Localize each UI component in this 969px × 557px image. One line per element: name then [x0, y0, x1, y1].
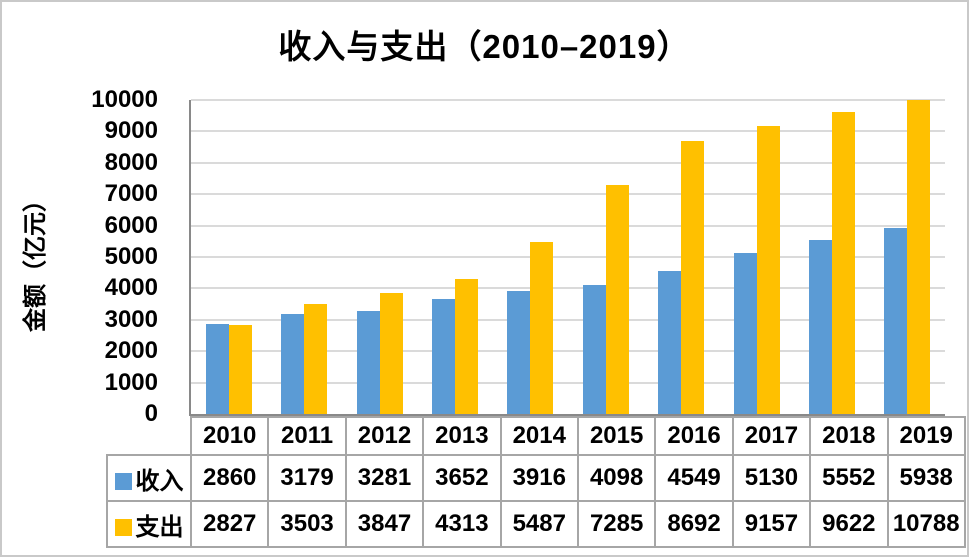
y-tick-label: 2000 [104, 337, 158, 365]
year-header-cell: 2019 [886, 416, 966, 456]
legend-cell: 收入 [106, 454, 192, 502]
gridline [191, 381, 945, 384]
year-header-cell: 2014 [499, 416, 579, 456]
value-cell-支出-2015: 7285 [576, 500, 657, 548]
y-tick-label: 5000 [104, 243, 158, 270]
bar-group-2010 [191, 100, 266, 414]
chart-title: 收入与支出（2010–2019） [278, 28, 691, 65]
gridline [191, 130, 945, 133]
legend-swatch-icon [114, 472, 132, 490]
year-header-cell: 2016 [654, 416, 734, 456]
value-cell-支出-2017: 9157 [731, 500, 812, 548]
bars-layer [191, 100, 945, 414]
bar-支出-2015 [605, 185, 629, 414]
gridline [191, 318, 945, 321]
y-tick-label: 1000 [104, 368, 158, 396]
bar-收入-2019 [884, 227, 908, 414]
data-table-body: 2010 2011 2012 2013 2014 2015 2016 2017 2018 2019… [106, 416, 966, 548]
y-tick-label: 10000 [91, 86, 158, 113]
value-cell-收入-2010: 2860 [189, 454, 270, 502]
bar-收入-2012 [356, 310, 380, 414]
table-row-收入: 收入 2860 3179 3281 3652 3916 4098 4549 5130 5552 59… [106, 454, 966, 502]
year-header-cell: 2018 [809, 416, 889, 456]
y-tick-label: 3000 [104, 305, 158, 333]
legend-series-name: 支出 [135, 513, 184, 541]
bar-group-2016 [643, 100, 718, 414]
y-tick-label: 9000 [104, 117, 158, 145]
value-cell-收入-2012: 3281 [344, 454, 425, 502]
year-header-cell: 2010 [189, 416, 270, 456]
y-tick-label: 7000 [104, 180, 158, 208]
value-cell-支出-2011: 3503 [267, 500, 347, 548]
bar-group-2014 [493, 100, 568, 414]
value-cell-支出-2010: 2827 [189, 500, 270, 548]
gridlines [191, 99, 945, 414]
bar-group-2018 [794, 100, 869, 414]
bar-支出-2010 [228, 325, 252, 414]
value-cell-收入-2017: 5130 [731, 454, 812, 502]
gridline [191, 287, 945, 290]
bar-收入-2016 [658, 271, 682, 414]
bar-支出-2019 [907, 100, 931, 414]
bar-收入-2011 [281, 314, 305, 414]
value-cell-收入-2014: 3916 [499, 454, 579, 502]
value-cell-收入-2011: 3179 [267, 454, 347, 502]
year-header-cell: 2015 [576, 416, 657, 456]
plot-area [189, 99, 945, 416]
gridline [191, 350, 945, 353]
bar-收入-2017 [733, 252, 757, 414]
gridline [191, 99, 945, 101]
bar-收入-2015 [582, 285, 606, 414]
bar-支出-2016 [681, 141, 705, 414]
value-cell-收入-2019: 5938 [886, 454, 966, 502]
value-cell-收入-2016: 4549 [654, 454, 734, 502]
bar-支出-2017 [756, 126, 780, 414]
legend-swatch-icon [114, 518, 132, 536]
y-tick-label: 4000 [104, 274, 158, 302]
bar-支出-2014 [530, 241, 554, 414]
bar-收入-2018 [808, 239, 832, 414]
bar-group-2011 [266, 100, 341, 414]
bar-收入-2010 [205, 324, 229, 414]
table-row-支出: 支出 2827 3503 3847 4313 5487 7285 8692 9157 9622 10… [106, 500, 966, 548]
bar-支出-2018 [831, 111, 855, 414]
bar-group-2019 [870, 100, 945, 414]
legend-series-name: 收入 [135, 467, 184, 495]
gridline [191, 193, 945, 196]
gridline [191, 256, 945, 258]
bar-收入-2014 [507, 291, 531, 414]
y-tick-label: 6000 [104, 211, 158, 239]
bar-支出-2012 [379, 293, 403, 414]
value-cell-支出-2019: 10788 [886, 500, 966, 548]
value-cell-收入-2013: 3652 [422, 454, 502, 502]
data-table: 2010 2011 2012 2013 2014 2015 2016 2017 2018 2019… [106, 416, 966, 548]
value-cell-支出-2013: 4313 [422, 500, 502, 548]
bar-支出-2011 [304, 304, 328, 414]
y-tick-label: 8000 [104, 148, 158, 176]
value-cell-支出-2014: 5487 [499, 500, 579, 548]
table-corner-cell [107, 417, 192, 456]
gridline [191, 161, 945, 164]
value-cell-支出-2018: 9622 [809, 500, 889, 548]
y-axis-ticks: 0 1000 2000 3000 4000 5000 6000 7000 8000 9000 100… [2, 86, 172, 427]
year-header-cell: 2013 [422, 416, 502, 456]
value-cell-收入-2015: 4098 [576, 454, 657, 502]
bar-group-2012 [342, 100, 417, 414]
year-header-cell: 2012 [344, 416, 425, 456]
bar-group-2017 [719, 100, 794, 414]
legend-cell: 支出 [106, 500, 192, 548]
year-header-cell: 2017 [731, 416, 812, 456]
bar-group-2015 [568, 100, 643, 414]
bar-收入-2013 [431, 299, 455, 414]
year-header-cell: 2011 [267, 416, 347, 456]
value-cell-收入-2018: 5552 [809, 454, 889, 502]
bar-支出-2013 [454, 278, 478, 414]
value-cell-支出-2016: 8692 [654, 500, 734, 548]
gridline [191, 224, 945, 227]
bar-group-2013 [417, 100, 492, 414]
value-cell-支出-2012: 3847 [344, 500, 425, 548]
